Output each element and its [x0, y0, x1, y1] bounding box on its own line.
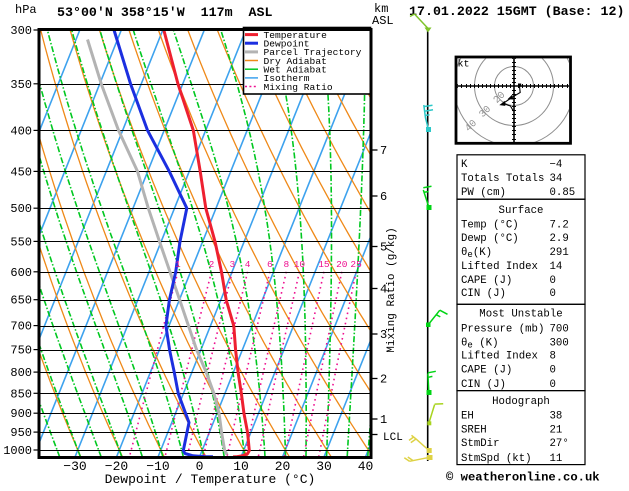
svg-text:15: 15: [318, 259, 330, 270]
svg-text:CAPE (J): CAPE (J): [461, 364, 512, 376]
svg-text:Surface: Surface: [499, 205, 544, 217]
svg-text:Most Unstable: Most Unstable: [479, 308, 562, 320]
svg-text:350: 350: [10, 78, 32, 92]
svg-text:300: 300: [10, 24, 32, 38]
svg-text:2: 2: [380, 373, 387, 387]
svg-text:950: 950: [10, 426, 32, 440]
svg-text:800: 800: [10, 366, 32, 380]
svg-text:Temp (°C): Temp (°C): [461, 219, 519, 231]
svg-text:© weatheronline.co.uk: © weatheronline.co.uk: [446, 471, 600, 485]
svg-text:700: 700: [10, 320, 32, 334]
svg-text:CIN (J): CIN (J): [461, 288, 506, 300]
svg-text:Hodograph: Hodograph: [492, 396, 550, 408]
svg-text:8: 8: [550, 350, 556, 362]
svg-text:900: 900: [10, 407, 32, 421]
svg-text:300: 300: [550, 337, 569, 349]
svg-text:34: 34: [550, 173, 563, 185]
svg-text:1000: 1000: [3, 444, 32, 458]
svg-text:2: 2: [209, 259, 215, 270]
svg-text:14: 14: [550, 261, 563, 273]
svg-text:20: 20: [336, 259, 348, 270]
svg-text:Pressure (mb): Pressure (mb): [461, 324, 544, 336]
svg-text:750: 750: [10, 344, 32, 358]
svg-text:LCL: LCL: [383, 432, 403, 444]
svg-text:550: 550: [10, 235, 32, 249]
svg-text:0: 0: [550, 288, 556, 300]
svg-text:600: 600: [10, 266, 32, 280]
svg-text:7.2: 7.2: [550, 219, 569, 231]
svg-text:StmDir: StmDir: [461, 438, 499, 450]
svg-text:θe(K): θe(K): [461, 247, 492, 260]
svg-text:K: K: [461, 159, 468, 171]
svg-text:hPa: hPa: [15, 3, 37, 17]
svg-text:450: 450: [10, 165, 32, 179]
svg-text:CIN (J): CIN (J): [461, 379, 506, 391]
svg-text:−30: −30: [63, 459, 86, 474]
svg-text:Dewpoint / Temperature (°C): Dewpoint / Temperature (°C): [105, 472, 316, 486]
svg-text:0: 0: [550, 379, 556, 391]
svg-text:1: 1: [380, 413, 387, 427]
svg-text:8: 8: [283, 259, 289, 270]
svg-text:SREH: SREH: [461, 424, 487, 436]
svg-text:0: 0: [550, 364, 556, 376]
svg-text:21: 21: [550, 424, 563, 436]
svg-text:10: 10: [294, 259, 306, 270]
svg-text:0: 0: [550, 275, 556, 287]
svg-text:Dewp (°C): Dewp (°C): [461, 233, 519, 245]
svg-text:30: 30: [316, 459, 332, 474]
svg-text:25: 25: [350, 259, 362, 270]
svg-text:291: 291: [550, 247, 569, 259]
svg-text:Totals Totals: Totals Totals: [461, 173, 544, 185]
svg-text:650: 650: [10, 294, 32, 308]
svg-text:kt: kt: [458, 59, 470, 71]
svg-text:Mixing Ratio (g/kg): Mixing Ratio (g/kg): [386, 227, 398, 352]
svg-text:Lifted Index: Lifted Index: [461, 350, 538, 362]
svg-text:500: 500: [10, 202, 32, 216]
svg-text:Mixing Ratio: Mixing Ratio: [264, 82, 333, 93]
svg-text:17.01.2022 15GMT (Base: 12): 17.01.2022 15GMT (Base: 12): [409, 4, 624, 19]
svg-text:11: 11: [550, 453, 563, 465]
svg-text:27°: 27°: [550, 438, 569, 450]
svg-text:6: 6: [380, 190, 387, 204]
svg-text:53°00'N 358°15'W 117m ASL: 53°00'N 358°15'W 117m ASL: [57, 5, 272, 20]
svg-text:0.85: 0.85: [550, 187, 576, 199]
svg-text:StmSpd (kt): StmSpd (kt): [461, 453, 532, 465]
svg-text:PW (cm): PW (cm): [461, 187, 506, 199]
svg-text:7: 7: [380, 144, 387, 158]
svg-text:EH: EH: [461, 411, 474, 423]
svg-text:CAPE (J): CAPE (J): [461, 275, 512, 287]
svg-text:2.9: 2.9: [550, 233, 569, 245]
svg-text:3: 3: [229, 259, 235, 270]
svg-text:1: 1: [175, 259, 181, 270]
svg-text:−4: −4: [550, 159, 563, 171]
svg-text:4: 4: [245, 259, 251, 270]
svg-text:6: 6: [267, 259, 273, 270]
svg-text:θe (K): θe (K): [461, 337, 498, 350]
svg-text:700: 700: [550, 324, 569, 336]
svg-text:400: 400: [10, 124, 32, 138]
svg-text:ASL: ASL: [372, 14, 394, 28]
svg-text:40: 40: [358, 459, 374, 474]
svg-text:38: 38: [550, 411, 563, 423]
svg-text:850: 850: [10, 387, 32, 401]
svg-text:Lifted Index: Lifted Index: [461, 261, 538, 273]
